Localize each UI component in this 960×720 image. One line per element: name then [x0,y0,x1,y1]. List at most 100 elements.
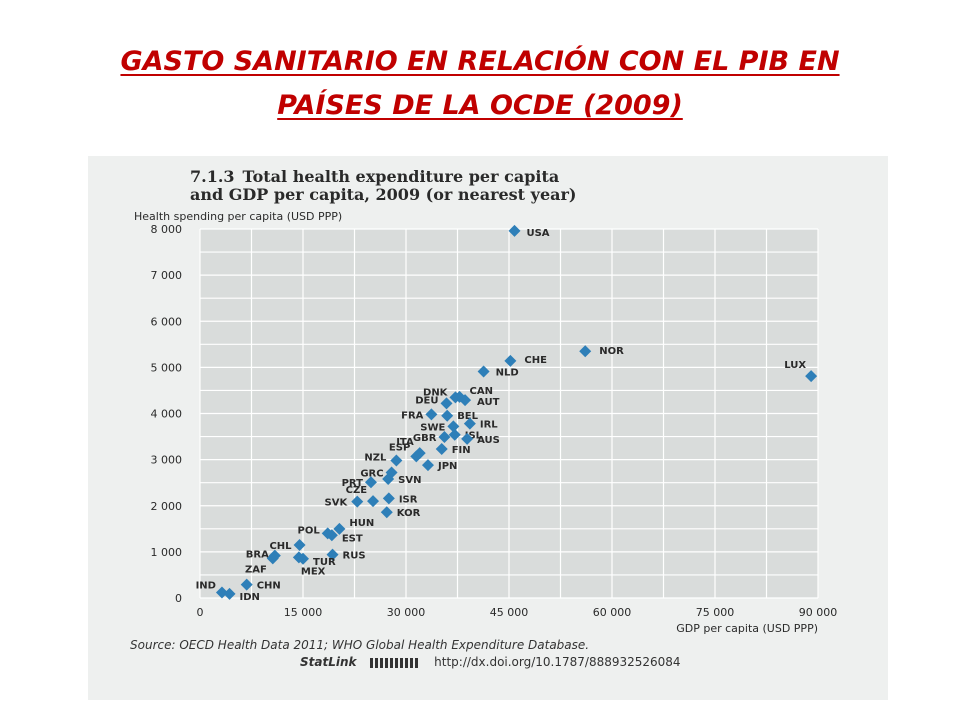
data-label-irl: IRL [480,420,498,431]
data-point-lux [805,370,818,383]
data-label-ind: IND [196,580,216,591]
data-point-cze [367,495,380,508]
data-label-can: CAN [470,386,493,397]
data-point-jpn [421,459,434,472]
data-point-usa [508,224,521,237]
data-point-idn [223,587,236,600]
x-tick-label: 90 000 [799,606,838,619]
x-tick-label: 30 000 [387,606,426,619]
data-label-grc: GRC [360,469,383,480]
data-point-pol [321,527,334,540]
data-label-nzl: NZL [364,453,387,464]
slide-title-line-1: GASTO SANITARIO EN RELACIÓN CON EL PIB E… [120,46,840,77]
data-label-cze: CZE [346,485,368,496]
data-point-hun [333,522,346,535]
data-label-ita: ITA [396,437,414,448]
data-label-rus: RUS [343,551,366,562]
data-label-est: EST [342,533,363,544]
data-point-irl [463,417,476,430]
data-label-chl: CHL [269,541,292,552]
data-point-chn [240,578,253,591]
data-label-svk: SVK [325,498,349,509]
data-label-isl: ISL [465,431,483,442]
data-point-zaf [266,552,279,565]
figure-number: 7.1.3 [190,167,235,186]
data-label-zaf: ZAF [245,564,267,575]
data-label-dnk: DNK [423,387,449,398]
y-tick-label: 5 000 [151,361,183,374]
y-tick-label: 1 000 [151,546,183,559]
y-axis-title: Health spending per capita (USD PPP) [134,210,342,223]
data-point-nzl [390,454,403,467]
data-point-ind [215,586,228,599]
data-label-prt: PRT [342,478,364,489]
x-tick-label: 75 000 [696,606,735,619]
data-label-fin: FIN [452,445,471,456]
data-point-aus [461,432,474,445]
y-tick-label: 8 000 [151,223,183,236]
data-label-fra: FRA [401,410,424,421]
slide-title-line-2: PAÍSES DE LA OCDE (2009) [277,90,683,121]
data-point-swe [447,420,460,433]
data-label-chn: CHN [257,581,281,592]
data-label-aut: AUT [477,397,500,408]
y-tick-label: 4 000 [151,408,183,421]
figure-title-line-2: and GDP per capita, 2009 (or nearest yea… [190,185,577,204]
data-point-nld [477,365,490,378]
data-point-svn [382,472,395,485]
data-point-isl [448,428,461,441]
data-label-esp: ESP [389,442,410,453]
slide-title: GASTO SANITARIO EN RELACIÓN CON EL PIB E… [40,40,920,128]
data-label-aus: AUS [477,435,500,446]
x-axis-title: GDP per capita (USD PPP) [676,622,818,635]
y-tick-label: 6 000 [151,315,183,328]
y-tick-label: 7 000 [151,269,183,282]
data-point-rus [326,548,339,561]
data-point-gbr [438,431,451,444]
data-label-nor: NOR [599,346,624,357]
data-point-svk [351,495,364,508]
data-label-idn: IDN [240,592,260,603]
data-label-jpn: JPN [437,461,457,472]
data-label-lux: LUX [784,360,806,371]
figure-title: 7.1.3 Total health expenditure per capita… [190,168,750,204]
y-tick-label: 0 [175,592,182,605]
data-point-mex [292,551,305,564]
data-point-bel [441,409,454,422]
data-point-nor [579,345,592,358]
data-point-prt [364,476,377,489]
data-label-gbr: GBR [413,433,437,444]
data-label-deu: DEU [415,395,438,406]
statlink-label: StatLink [300,655,357,669]
data-label-mex: MEX [301,566,326,577]
data-label-pol: POL [298,525,321,536]
y-tick-label: 3 000 [151,454,183,467]
source-note: Source: OECD Health Data 2011; WHO Globa… [130,638,590,652]
data-point-fin [435,443,448,456]
data-label-hun: HUN [349,518,374,529]
statlink-url[interactable]: http://dx.doi.org/10.1787/888932526084 [434,655,681,669]
data-label-tur: TUR [313,557,336,568]
y-tick-label: 2 000 [151,500,183,513]
data-point-esp [410,450,423,463]
data-label-swe: SWE [420,422,445,433]
data-label-kor: KOR [397,508,421,519]
x-tick-label: 15 000 [284,606,323,619]
data-point-aut [459,394,472,407]
data-point-fra [425,408,438,421]
data-label-svn: SVN [398,475,421,486]
data-label-che: CHE [524,355,547,366]
data-label-nld: NLD [496,368,519,379]
x-tick-label: 45 000 [490,606,529,619]
data-point-isr [382,492,395,505]
statlink-line: StatLink http://dx.doi.org/10.1787/88893… [300,655,681,669]
data-point-che [504,354,517,367]
data-label-isr: ISR [399,494,418,505]
figure-title-line-1: Total health expenditure per capita [242,167,560,186]
data-point-chl [293,538,306,551]
statlink-logo-icon [370,657,421,668]
data-label-usa: USA [526,228,549,239]
data-label-bel: BEL [457,411,478,422]
data-point-dnk [449,391,462,404]
